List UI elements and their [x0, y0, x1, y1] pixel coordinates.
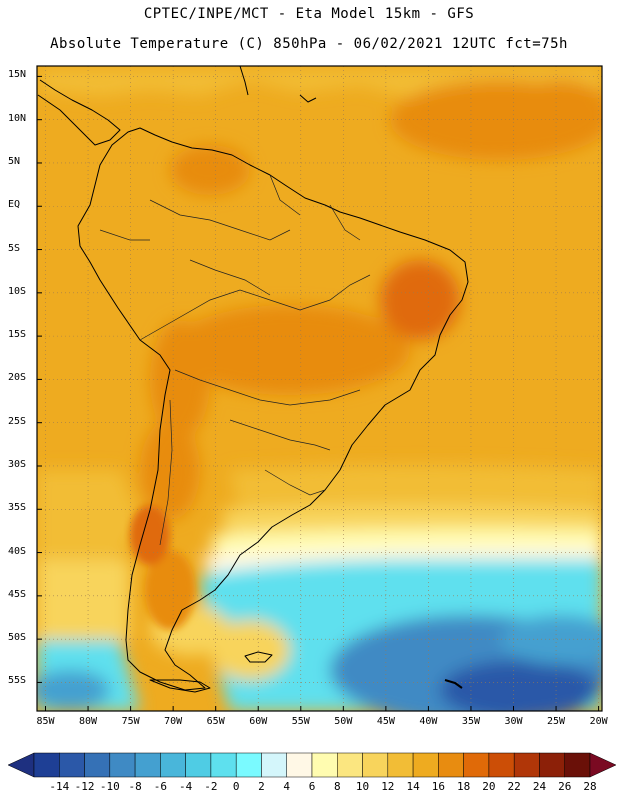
colorbar-label: 4: [283, 780, 291, 793]
colorbar-segment: [286, 752, 313, 778]
colorbar-segment: [539, 752, 565, 778]
colorbar-label: 2: [258, 780, 265, 793]
colorbar-label: -2: [204, 780, 218, 793]
lat-label: EQ: [8, 199, 21, 211]
colorbar-label: 18: [457, 780, 471, 793]
colorbar-label: -4: [179, 780, 193, 793]
colorbar-segment: [488, 752, 515, 778]
colorbar: [7, 752, 617, 778]
lon-label: 25W: [547, 716, 566, 727]
colorbar-label: -10: [99, 780, 120, 793]
lat-label: 10S: [8, 285, 27, 297]
colorbar-segment: [387, 752, 414, 778]
colorbar-segment: [261, 752, 287, 778]
colorbar-label: 22: [507, 780, 521, 793]
lon-label: 20W: [589, 716, 608, 727]
lon-label: 35W: [461, 716, 480, 727]
colorbar-segment: [412, 752, 439, 778]
temperature-field: [37, 66, 602, 711]
colorbar-segment: [109, 752, 136, 778]
lon-label: 50W: [334, 716, 353, 727]
axis-ticks: [37, 75, 600, 711]
lat-label: 20S: [8, 372, 27, 384]
lon-label: 85W: [36, 716, 55, 727]
title-line-1: CPTEC/INPE/MCT - Eta Model 15km - GFS: [143, 6, 475, 22]
colorbar-label: 24: [532, 780, 547, 793]
colorbar-label: -6: [153, 780, 167, 793]
lat-label: 25S: [8, 415, 27, 427]
colorbar-segment: [337, 752, 363, 778]
country-borders: [99, 174, 371, 546]
colorbar-under-arrow: [7, 752, 35, 778]
lat-label: 45S: [8, 588, 27, 600]
lon-label: 80W: [79, 716, 98, 727]
lon-label: 55W: [291, 716, 310, 727]
colorbar-over-arrow: [589, 752, 617, 778]
lat-label: 50S: [8, 632, 27, 644]
colorbar-segment: [362, 752, 389, 778]
colorbar-segment: [463, 752, 490, 778]
lon-label: 40W: [419, 716, 438, 727]
title-line-2: Absolute Temperature (C) 850hPa - 06/02/…: [50, 36, 568, 52]
lat-label: 35S: [8, 502, 27, 514]
colorbar-segment: [134, 752, 161, 778]
colorbar-label: 26: [558, 780, 572, 793]
lat-label: 15N: [8, 69, 27, 81]
colorbar-segment: [160, 752, 186, 778]
map-frame: [36, 65, 603, 712]
colorbar-segment: [185, 752, 212, 778]
colorbar-segment: [59, 752, 85, 778]
colorbar-segment: [438, 752, 464, 778]
lat-label: 40S: [8, 545, 27, 557]
colorbar-segment: [235, 752, 262, 778]
colorbar-label: 16: [431, 780, 445, 793]
lon-label: 65W: [206, 716, 225, 727]
colorbar-label: 20: [482, 780, 496, 793]
lat-label: 5S: [8, 242, 21, 254]
colorbar-label: 12: [381, 780, 395, 793]
colorbar-label: 14: [406, 780, 420, 793]
colorbar-label: -14: [49, 780, 70, 793]
lon-label: 60W: [249, 716, 268, 727]
lon-label: 30W: [504, 716, 523, 727]
colorbar-segment: [564, 752, 591, 778]
lat-label: 30S: [8, 458, 27, 470]
coastline: [37, 65, 469, 693]
colorbar-label: 8: [333, 780, 341, 793]
colorbar-segment: [311, 752, 338, 778]
colorbar-segment: [513, 752, 540, 778]
lat-label: 10N: [8, 112, 27, 124]
lon-label: 75W: [121, 716, 140, 727]
colorbar-segment: [210, 752, 237, 778]
colorbar-segment: [84, 752, 111, 778]
lat-label: 55S: [8, 675, 27, 687]
colorbar-label: 6: [308, 780, 316, 793]
colorbar-label: -8: [128, 780, 142, 793]
colorbar-label: 28: [583, 780, 597, 793]
lat-label: 5N: [8, 155, 21, 167]
lon-label: 70W: [164, 716, 183, 727]
colorbar-label: 10: [355, 780, 370, 793]
lon-label: 45W: [376, 716, 395, 727]
colorbar-label: 0: [232, 780, 240, 793]
colorbar-segment: [33, 752, 60, 778]
colorbar-label: -12: [74, 780, 95, 793]
lat-label: 15S: [8, 329, 27, 341]
